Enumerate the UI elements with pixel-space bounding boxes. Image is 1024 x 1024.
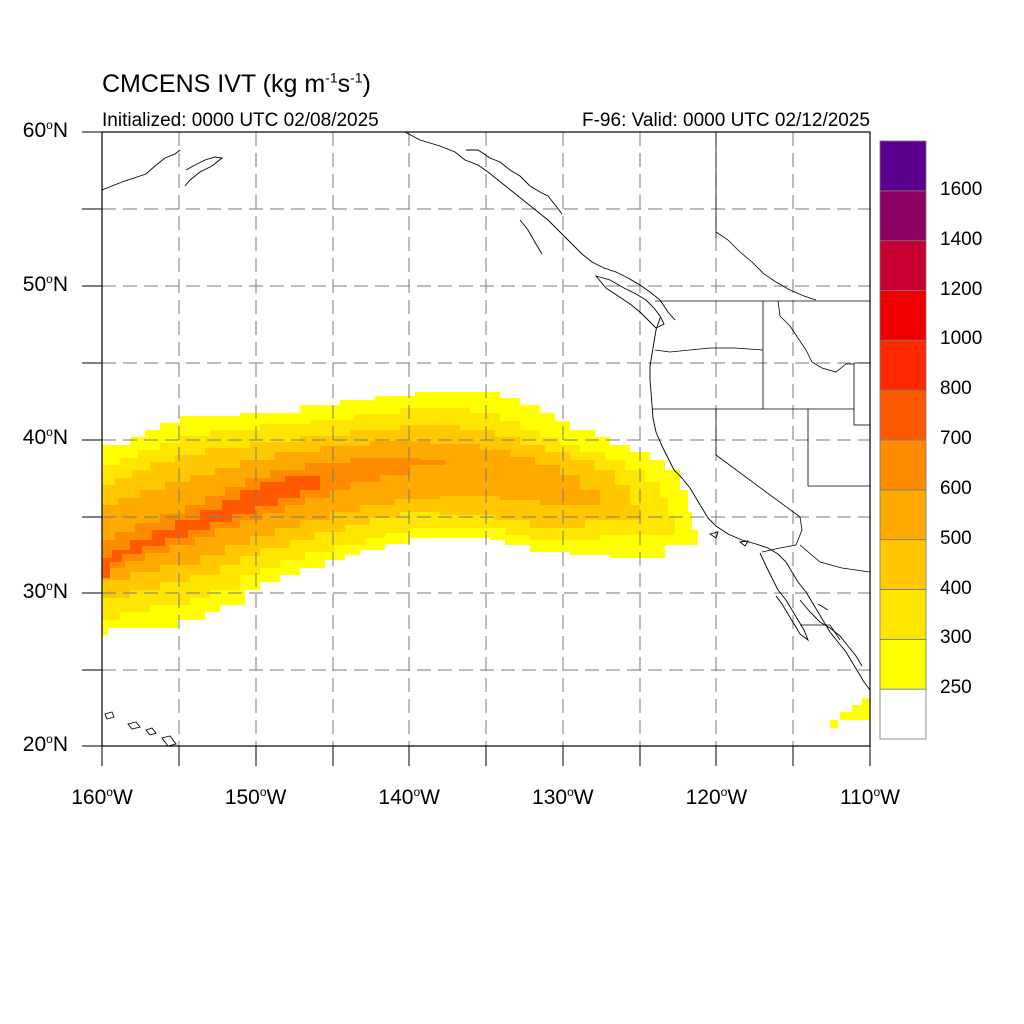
- colorbar-label-700: 700: [940, 428, 972, 449]
- colorbar-box-1: [879, 638, 927, 690]
- colorbar-box-9: [879, 240, 927, 291]
- colorbar-label-1000: 1000: [940, 328, 983, 350]
- ivt-band-500: [102, 441, 600, 580]
- colorbar: [879, 140, 927, 740]
- axis-ticks: [82, 131, 871, 766]
- lat-label-20n: 20oN: [22, 732, 68, 756]
- map-title: CMCENS IVT (kg m-1s-1): [102, 69, 371, 98]
- lon-label-160w: 160oW: [71, 785, 133, 809]
- colorbar-box-10: [879, 190, 927, 242]
- lat-label-50n: 50oN: [22, 271, 68, 296]
- colorbar-label-800: 800: [940, 378, 972, 400]
- colorbar-label-1200: 1200: [940, 278, 983, 300]
- ivt-band-700: [102, 476, 320, 578]
- lon-label-140w: 140oW: [378, 785, 440, 809]
- lon-label-110w: 110oW: [840, 785, 900, 809]
- state-borders: [652, 132, 870, 641]
- colorbar-label-250: 250: [940, 677, 972, 699]
- ivt-field: [102, 392, 870, 728]
- colorbar-box-11: [879, 140, 927, 192]
- lat-label-30n: 30oN: [22, 578, 68, 603]
- colorbar-label-400: 400: [940, 577, 972, 599]
- colorbar-box-3: [879, 539, 927, 590]
- colorbar-box-2: [879, 589, 927, 640]
- colorbar-box-8: [879, 290, 927, 341]
- colorbar-label-1400: 1400: [940, 228, 983, 250]
- colorbar-label-600: 600: [940, 477, 972, 499]
- valid-time: F-96: Valid: 0000 UTC 02/12/2025: [582, 110, 870, 131]
- colorbar-box-0: [879, 688, 927, 740]
- colorbar-label-1600: 1600: [940, 178, 983, 200]
- lon-label-130w: 130oW: [532, 785, 594, 809]
- ivt-patch-baja: [830, 698, 870, 728]
- lat-label-60n: 60oN: [22, 118, 68, 142]
- ivt-band-600: [102, 458, 445, 568]
- colorbar-box-7: [879, 339, 927, 391]
- colorbar-box-5: [879, 439, 927, 491]
- lon-label-120w: 120oW: [685, 785, 748, 809]
- colorbar-box-6: [879, 389, 927, 441]
- lat-label-40n: 40oN: [22, 425, 68, 449]
- lon-label-150w: 150oW: [224, 785, 287, 809]
- initialized-time: Initialized: 0000 UTC 02/08/2025: [102, 110, 379, 131]
- colorbar-label-300: 300: [940, 627, 972, 649]
- colorbar-label-500: 500: [940, 527, 972, 549]
- colorbar-box-4: [879, 489, 927, 541]
